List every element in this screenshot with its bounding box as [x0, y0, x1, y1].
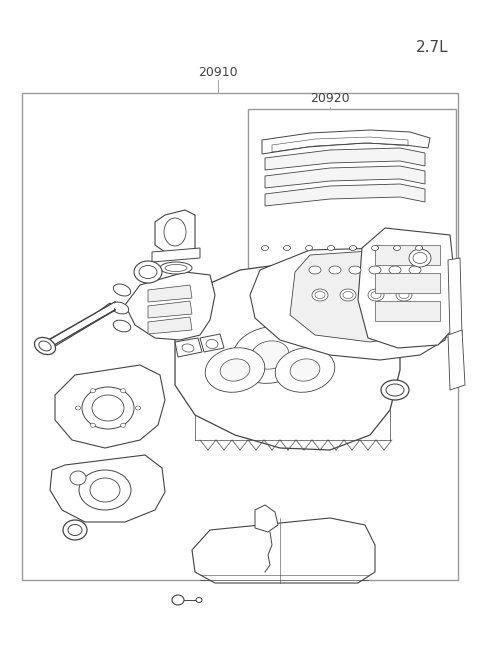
- Ellipse shape: [372, 246, 379, 250]
- Ellipse shape: [90, 478, 120, 502]
- Ellipse shape: [232, 327, 308, 383]
- Polygon shape: [265, 184, 425, 206]
- Bar: [248, 109, 456, 337]
- Ellipse shape: [327, 246, 335, 250]
- Ellipse shape: [91, 388, 96, 393]
- Ellipse shape: [113, 320, 131, 332]
- Ellipse shape: [275, 348, 335, 392]
- Ellipse shape: [409, 249, 431, 267]
- Polygon shape: [125, 272, 215, 340]
- Ellipse shape: [389, 266, 401, 274]
- Polygon shape: [290, 250, 430, 342]
- Ellipse shape: [220, 359, 250, 381]
- Ellipse shape: [206, 339, 218, 348]
- Text: 20910: 20910: [198, 66, 238, 79]
- Ellipse shape: [70, 471, 86, 485]
- Ellipse shape: [160, 262, 192, 274]
- Ellipse shape: [113, 284, 131, 296]
- Ellipse shape: [396, 289, 412, 301]
- Ellipse shape: [139, 265, 157, 278]
- Ellipse shape: [63, 520, 87, 540]
- Ellipse shape: [343, 291, 353, 299]
- Ellipse shape: [134, 261, 162, 283]
- Polygon shape: [358, 228, 456, 348]
- Polygon shape: [46, 303, 114, 349]
- Ellipse shape: [371, 291, 381, 299]
- Bar: [375, 273, 440, 293]
- Ellipse shape: [262, 246, 268, 250]
- Polygon shape: [262, 130, 430, 154]
- Bar: [375, 245, 440, 265]
- Ellipse shape: [340, 289, 356, 301]
- Ellipse shape: [205, 348, 265, 392]
- Ellipse shape: [172, 595, 184, 605]
- Polygon shape: [55, 365, 165, 448]
- Ellipse shape: [394, 246, 400, 250]
- Ellipse shape: [120, 423, 125, 427]
- Ellipse shape: [68, 525, 82, 536]
- Ellipse shape: [309, 266, 321, 274]
- Polygon shape: [192, 518, 375, 583]
- Polygon shape: [175, 338, 202, 357]
- Ellipse shape: [39, 341, 51, 351]
- Ellipse shape: [305, 246, 312, 250]
- Ellipse shape: [329, 266, 341, 274]
- Ellipse shape: [182, 344, 194, 352]
- Polygon shape: [152, 248, 200, 262]
- Ellipse shape: [251, 341, 289, 369]
- Ellipse shape: [165, 265, 187, 272]
- Polygon shape: [45, 303, 115, 350]
- Polygon shape: [148, 317, 192, 334]
- Ellipse shape: [196, 597, 202, 603]
- Polygon shape: [448, 258, 462, 337]
- Ellipse shape: [381, 380, 409, 400]
- Ellipse shape: [290, 359, 320, 381]
- Polygon shape: [148, 285, 192, 302]
- Ellipse shape: [164, 218, 186, 246]
- Ellipse shape: [368, 289, 384, 301]
- Ellipse shape: [409, 266, 421, 274]
- Polygon shape: [200, 334, 224, 352]
- Polygon shape: [255, 505, 278, 532]
- Text: 20920: 20920: [310, 92, 350, 105]
- Polygon shape: [50, 455, 165, 522]
- Ellipse shape: [312, 289, 328, 301]
- Ellipse shape: [413, 252, 427, 263]
- Ellipse shape: [92, 395, 124, 421]
- Polygon shape: [148, 301, 192, 318]
- Ellipse shape: [399, 291, 409, 299]
- Ellipse shape: [111, 302, 129, 314]
- Polygon shape: [155, 210, 195, 255]
- Text: 2.7L: 2.7L: [416, 41, 448, 56]
- Polygon shape: [175, 262, 400, 450]
- Ellipse shape: [75, 406, 81, 410]
- Ellipse shape: [315, 291, 325, 299]
- Polygon shape: [448, 330, 465, 390]
- Ellipse shape: [120, 388, 125, 393]
- Ellipse shape: [91, 423, 96, 427]
- Ellipse shape: [135, 406, 141, 410]
- Ellipse shape: [35, 337, 56, 354]
- Ellipse shape: [284, 246, 290, 250]
- Polygon shape: [250, 248, 452, 360]
- Ellipse shape: [416, 246, 422, 250]
- Ellipse shape: [349, 266, 361, 274]
- Polygon shape: [265, 148, 425, 170]
- Ellipse shape: [386, 384, 404, 396]
- Bar: [22, 93, 458, 580]
- Ellipse shape: [349, 246, 357, 250]
- Ellipse shape: [79, 470, 131, 510]
- Polygon shape: [265, 166, 425, 188]
- Ellipse shape: [82, 387, 134, 429]
- Bar: [375, 301, 440, 321]
- Ellipse shape: [369, 266, 381, 274]
